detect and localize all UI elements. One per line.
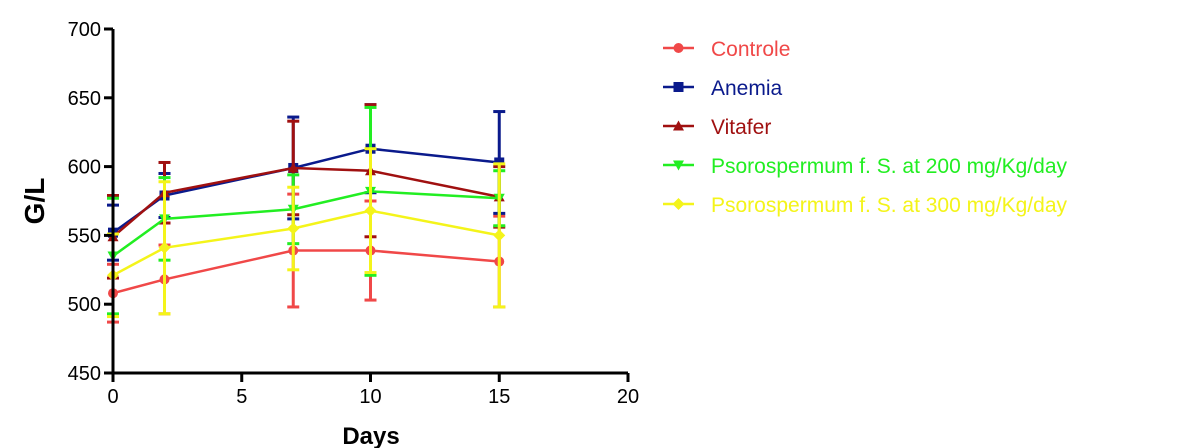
- legend-entry: Anemia: [663, 77, 783, 100]
- data-point: [158, 241, 171, 254]
- legend-marker: [672, 198, 685, 210]
- y-tick-label: 700: [68, 19, 101, 41]
- legend-entry: Controle: [663, 38, 790, 61]
- legend-marker: [673, 82, 684, 92]
- y-axis-title: G/L: [19, 178, 50, 225]
- plot-area: [107, 103, 506, 324]
- legend-label: Anemia: [711, 77, 783, 100]
- series-0: [107, 192, 506, 324]
- legend-entry: Vitafer: [663, 116, 771, 139]
- legend-label: Psorospermum f. S. at 300 mg/Kg/day: [711, 194, 1067, 217]
- legend-marker: [673, 120, 684, 131]
- data-point: [287, 162, 299, 173]
- x-tick-label: 20: [617, 386, 639, 408]
- y-tick-label: 500: [68, 294, 101, 316]
- x-axis-title: Days: [342, 423, 399, 448]
- x-tick-label: 15: [488, 386, 510, 408]
- series-2: [107, 103, 506, 280]
- y-tick-label: 600: [68, 157, 101, 179]
- data-point: [493, 229, 506, 242]
- legend-entry: Psorospermum f. S. at 200 mg/Kg/day: [663, 155, 1067, 178]
- data-point: [287, 222, 300, 235]
- legend: Controle Anemia Vitafer Psorospermum f. S. …: [663, 38, 1067, 217]
- data-point: [364, 204, 377, 217]
- legend-marker: [673, 43, 684, 53]
- series-line: [112, 209, 500, 277]
- legend-label: Controle: [711, 38, 790, 61]
- legend-entry: Psorospermum f. S. at 300 mg/Kg/day: [663, 194, 1067, 217]
- legend-marker: [673, 160, 684, 171]
- y-tick-label: 550: [68, 225, 101, 247]
- x-tick-label: 5: [236, 386, 247, 408]
- legend-label: Vitafer: [711, 116, 771, 139]
- x-tick-label: 0: [107, 386, 118, 408]
- y-tick-label: 450: [68, 363, 101, 385]
- series-line: [112, 249, 500, 295]
- legend-label: Psorospermum f. S. at 200 mg/Kg/day: [711, 155, 1067, 178]
- x-tick-label: 10: [359, 386, 381, 408]
- axes: 450 500 550 600 650 700 0 5 10 15 20: [68, 19, 640, 408]
- y-tick-label: 650: [68, 88, 101, 110]
